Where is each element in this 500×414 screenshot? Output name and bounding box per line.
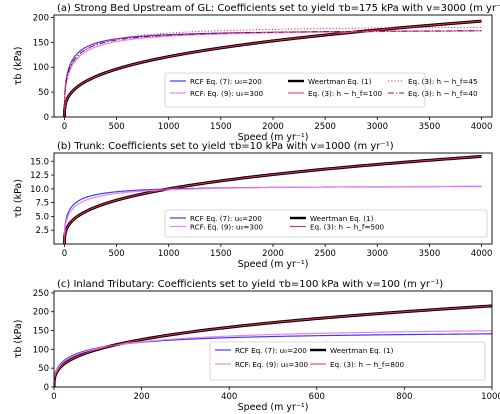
y-tick-label: 7.5 <box>35 199 49 209</box>
series-group <box>54 304 492 387</box>
y-tick-label: 10.0 <box>30 185 49 195</box>
x-tick-label: 3500 <box>419 249 441 259</box>
x-tick-label: 2000 <box>262 249 284 259</box>
x-tick-label: 0 <box>62 122 67 132</box>
chart-title: (c) Inland Tributary: Coefficients set t… <box>57 279 443 290</box>
y-tick-label: 12.5 <box>30 171 49 181</box>
series-group <box>62 154 482 244</box>
legend-label: Weertman Eq. (1) <box>330 346 394 355</box>
y-tick-label: 200 <box>33 308 49 318</box>
x-tick-label: 400 <box>221 392 237 402</box>
chart-title: (a) Strong Bed Upstream of GL: Coefficie… <box>57 3 500 14</box>
x-axis-label: Speed (m yr⁻¹) <box>238 132 309 143</box>
y-axis-label: τb (kPa) <box>13 47 24 86</box>
x-tick-label: 1000 <box>158 249 180 259</box>
y-axis-label: τb (kPa) <box>13 320 24 359</box>
legend-box <box>209 341 486 381</box>
series-line <box>54 333 492 387</box>
x-axis-label: Speed (m yr⁻¹) <box>238 402 309 413</box>
legend-label: RCFᵢ Eq. (9): u₀=300 <box>190 89 264 98</box>
y-tick-label: 250 <box>33 289 49 299</box>
legend-label: Weertman Eq. (1) <box>308 77 372 86</box>
x-tick-label: 3500 <box>419 122 441 132</box>
legend: RCF Eq. (7): u₀=200 RCFᵢ Eq. (9): u₀=300 W… <box>209 341 486 381</box>
x-tick-label: 4000 <box>471 249 493 259</box>
x-tick-label: 0 <box>51 392 56 402</box>
y-tick-label: 100 <box>33 63 49 73</box>
legend-label: RCF Eq. (7): u₀=200 <box>235 346 307 355</box>
y-tick-label: 100 <box>33 345 49 355</box>
chart-panel-2: (c) Inland Tributary: Coefficients set t… <box>13 279 500 413</box>
x-tick-label: 1000 <box>158 122 180 132</box>
chart-panel-1: (b) Trunk: Coefficients set to yield τb=… <box>13 141 493 270</box>
series-line <box>63 20 482 117</box>
y-tick-label: 15.0 <box>30 157 49 167</box>
x-tick-label: 2500 <box>314 122 336 132</box>
x-tick-label: 3000 <box>366 249 388 259</box>
legend-label: Weertman Eq. (1) <box>310 214 374 223</box>
y-tick-label: 200 <box>33 13 49 23</box>
chart-title: (b) Trunk: Coefficients set to yield τb=… <box>57 141 394 152</box>
x-tick-label: 1500 <box>210 122 232 132</box>
x-tick-label: 1500 <box>210 249 232 259</box>
legend-label: RCFᵢ Eq. (9): u₀=300 <box>235 360 309 369</box>
series-group <box>62 19 482 117</box>
x-tick-label: 4000 <box>471 122 493 132</box>
x-tick-label: 3000 <box>366 122 388 132</box>
legend: RCF Eq. (7): u₀=200 RCFᵢ Eq. (9): u₀=300 W… <box>164 72 478 108</box>
legend-label: Eq. (3): h − h_f=500 <box>310 223 385 232</box>
x-tick-label: 200 <box>133 392 149 402</box>
x-tick-label: 0 <box>62 249 67 259</box>
y-tick-label: 0 <box>44 383 49 393</box>
y-tick-label: 150 <box>33 38 49 48</box>
legend-label: RCF Eq. (7): u₀=200 <box>190 77 262 86</box>
series-line <box>63 26 482 117</box>
y-tick-label: 2.5 <box>35 226 49 236</box>
series-line <box>54 330 492 387</box>
x-tick-label: 500 <box>108 122 124 132</box>
x-tick-label: 600 <box>309 392 325 402</box>
x-tick-label: 2500 <box>314 249 336 259</box>
legend-label: Eq. (3): h − h_f=100 <box>308 89 383 98</box>
legend-label: RCF Eq. (7): u₀=200 <box>190 214 262 223</box>
y-tick-label: 150 <box>33 327 49 337</box>
y-axis-label: τb (kPa) <box>13 179 24 218</box>
series-line <box>54 305 492 387</box>
legend-label: Eq. (3): h − h_f=40 <box>408 89 478 98</box>
x-tick-label: 1000 <box>481 392 500 402</box>
chart-panel-0: (a) Strong Bed Upstream of GL: Coefficie… <box>13 3 500 143</box>
series-line <box>63 30 482 117</box>
plot-frame <box>53 290 493 388</box>
series-line <box>63 155 482 244</box>
legend-box <box>164 72 426 108</box>
y-tick-label: 50 <box>38 88 49 98</box>
legend-label: Eq. (3): h − h_f=800 <box>330 360 405 369</box>
y-tick-label: 0 <box>44 113 49 123</box>
y-tick-label: 50 <box>38 364 49 374</box>
legend-label: RCFᵢ Eq. (9): u₀=300 <box>190 223 264 232</box>
y-tick-label: 5.0 <box>35 212 49 222</box>
x-tick-label: 800 <box>396 392 412 402</box>
legend-box <box>164 209 488 238</box>
legend-label: Eq. (3): h − h_f=45 <box>408 77 478 86</box>
series-line <box>63 185 482 244</box>
x-axis-label: Speed (m yr⁻¹) <box>238 259 309 270</box>
x-tick-label: 500 <box>108 249 124 259</box>
x-tick-label: 2000 <box>262 122 284 132</box>
